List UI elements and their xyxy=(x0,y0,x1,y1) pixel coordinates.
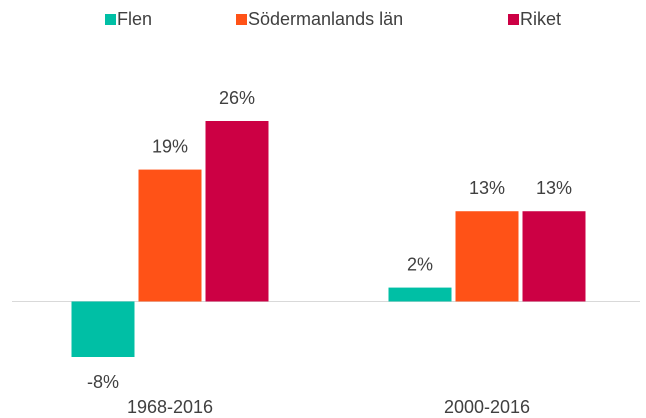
value-label: -8% xyxy=(87,372,119,392)
value-label: 13% xyxy=(536,178,572,198)
legend-swatch xyxy=(236,14,247,25)
value-label: 19% xyxy=(152,136,188,156)
bar xyxy=(205,121,269,302)
legend-swatch xyxy=(105,14,116,25)
bar xyxy=(138,169,202,302)
value-label: 26% xyxy=(219,88,255,108)
bar xyxy=(388,287,452,302)
legend-label: Riket xyxy=(520,9,561,29)
bar xyxy=(71,301,135,357)
value-label: 2% xyxy=(407,254,433,274)
x-tick-label: 1968-2016 xyxy=(127,397,213,417)
legend-label: Flen xyxy=(117,9,152,29)
bar xyxy=(522,211,586,302)
legend-label: Södermanlands län xyxy=(248,9,403,29)
legend-swatch xyxy=(508,14,519,25)
value-label: 13% xyxy=(469,178,505,198)
x-tick-label: 2000-2016 xyxy=(444,397,530,417)
bar xyxy=(455,211,519,302)
